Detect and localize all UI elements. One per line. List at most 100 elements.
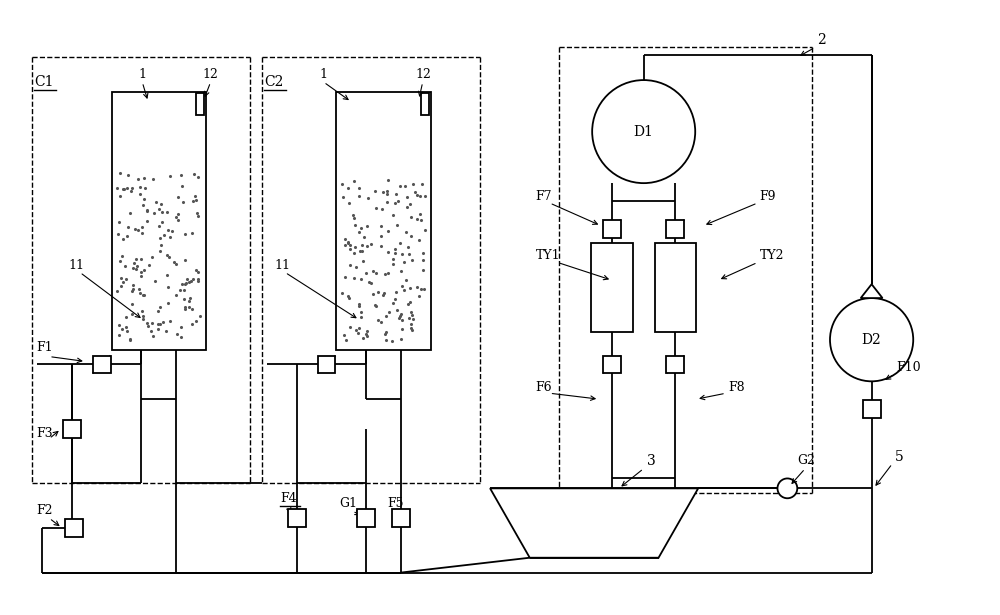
Bar xyxy=(421,93,429,115)
Point xyxy=(412,209,428,219)
Point xyxy=(404,310,420,320)
Point xyxy=(375,290,391,300)
Point xyxy=(399,202,415,212)
Point xyxy=(170,215,186,224)
Text: 5: 5 xyxy=(894,450,903,464)
Point xyxy=(141,260,157,270)
Point xyxy=(358,329,374,339)
Point xyxy=(172,285,188,295)
Point xyxy=(405,180,421,189)
Point xyxy=(404,325,420,335)
Point xyxy=(403,323,419,333)
Point xyxy=(136,194,152,204)
Text: TY2: TY2 xyxy=(760,249,784,262)
Bar xyxy=(93,355,111,373)
Point xyxy=(187,191,203,201)
Point xyxy=(144,318,160,328)
Point xyxy=(394,249,410,259)
Point xyxy=(399,192,415,202)
Point xyxy=(122,208,138,218)
Point xyxy=(122,334,138,344)
Point xyxy=(368,203,384,213)
Text: 2: 2 xyxy=(817,33,826,47)
Point xyxy=(378,327,394,336)
Point xyxy=(123,186,139,196)
Point xyxy=(353,274,369,284)
Text: 11: 11 xyxy=(274,259,290,272)
Bar xyxy=(288,509,306,527)
Point xyxy=(381,307,397,317)
Point xyxy=(341,293,357,303)
Point xyxy=(177,304,193,314)
Point xyxy=(132,182,148,192)
Point xyxy=(112,168,128,178)
Point xyxy=(192,311,208,321)
Point xyxy=(398,228,414,237)
Point xyxy=(112,191,128,200)
Point xyxy=(177,279,193,289)
Point xyxy=(152,246,168,256)
Point xyxy=(351,299,367,309)
Point xyxy=(385,260,401,269)
Point xyxy=(170,208,186,218)
Point xyxy=(392,181,408,191)
Text: F5: F5 xyxy=(387,497,404,510)
Point xyxy=(392,239,408,248)
Point xyxy=(385,298,401,308)
Point xyxy=(403,307,419,317)
Point xyxy=(375,187,391,197)
Text: F4: F4 xyxy=(280,492,297,505)
Point xyxy=(185,274,201,284)
Point xyxy=(134,306,150,315)
Point xyxy=(401,313,417,323)
Point xyxy=(119,183,135,193)
Point xyxy=(135,200,151,210)
Point xyxy=(400,242,416,252)
Point xyxy=(158,326,174,336)
Point xyxy=(145,174,161,184)
Bar xyxy=(655,242,696,331)
Point xyxy=(337,234,353,244)
Point xyxy=(361,277,377,287)
Point xyxy=(181,302,197,312)
Point xyxy=(411,291,427,301)
Point xyxy=(397,181,413,191)
Point xyxy=(350,328,366,338)
Text: C1: C1 xyxy=(34,75,54,89)
Point xyxy=(392,311,408,321)
Point xyxy=(348,325,364,335)
Point xyxy=(111,330,127,340)
Point xyxy=(347,242,363,252)
Point xyxy=(139,205,155,215)
Point xyxy=(120,223,136,232)
Point xyxy=(190,172,206,182)
Point xyxy=(144,252,160,262)
Point xyxy=(402,283,418,293)
Point xyxy=(176,293,192,303)
Point xyxy=(411,236,427,245)
Point xyxy=(354,246,370,256)
Point xyxy=(415,266,431,276)
Point xyxy=(173,332,189,342)
Point xyxy=(336,330,352,340)
Point xyxy=(393,335,409,344)
Point xyxy=(168,212,184,222)
Point xyxy=(393,309,409,319)
Point xyxy=(347,220,363,230)
Point xyxy=(140,321,156,331)
Text: F3: F3 xyxy=(36,427,53,440)
Point xyxy=(136,265,152,275)
Point xyxy=(151,204,167,213)
Bar xyxy=(392,509,410,527)
Point xyxy=(159,270,175,280)
Point xyxy=(363,278,379,288)
Point xyxy=(113,272,129,282)
Point xyxy=(160,225,176,235)
Text: TY1: TY1 xyxy=(536,249,560,262)
Point xyxy=(173,322,189,332)
Point xyxy=(414,180,430,189)
Point xyxy=(179,274,195,284)
Point xyxy=(337,240,353,250)
Point xyxy=(365,290,381,300)
Point xyxy=(417,225,433,235)
